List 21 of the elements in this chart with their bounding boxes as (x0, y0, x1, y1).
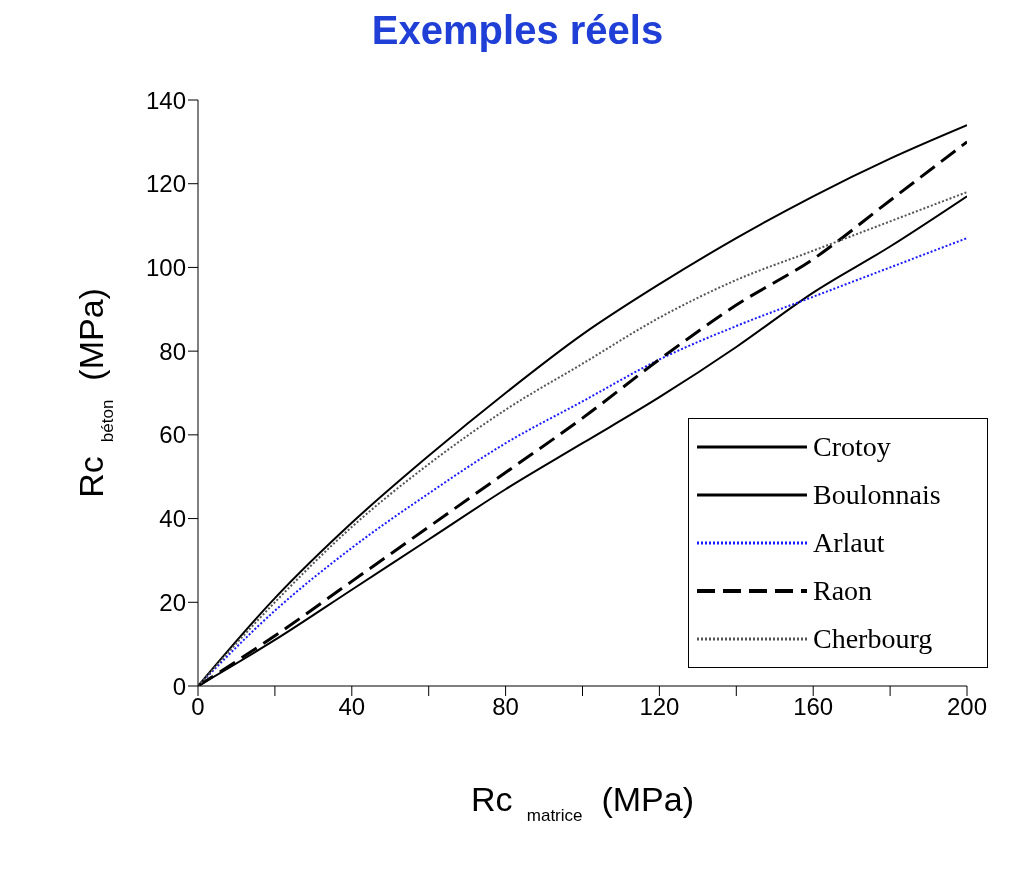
y-tick-label: 20 (159, 588, 186, 616)
x-tick-label: 120 (639, 693, 680, 721)
y-tick-label: 100 (145, 253, 186, 281)
y-tick-label: 80 (159, 337, 186, 365)
legend-label: Raon (813, 575, 873, 607)
x-tick-label: 80 (492, 693, 519, 721)
x-tick-label: 160 (793, 693, 834, 721)
legend-label: Crotoy (813, 431, 891, 463)
y-tick-label: 40 (159, 505, 186, 533)
chart-title: Exemples réels (370, 8, 665, 53)
legend-label: Boulonnais (813, 479, 941, 511)
y-tick-label: 60 (159, 421, 186, 449)
x-tick-label: 0 (191, 693, 205, 721)
y-tick-label: 0 (172, 672, 186, 700)
y-tick-label: 120 (145, 170, 186, 198)
x-axis-title: Rc $_{matrice}$ (MPa) (471, 780, 694, 826)
legend-label: Arlaut (813, 527, 885, 559)
y-tick-label: 140 (145, 86, 186, 114)
x-tick-label: 40 (338, 693, 366, 721)
legend-label: Cherbourg (813, 623, 933, 655)
x-tick-label: 200 (946, 693, 988, 721)
